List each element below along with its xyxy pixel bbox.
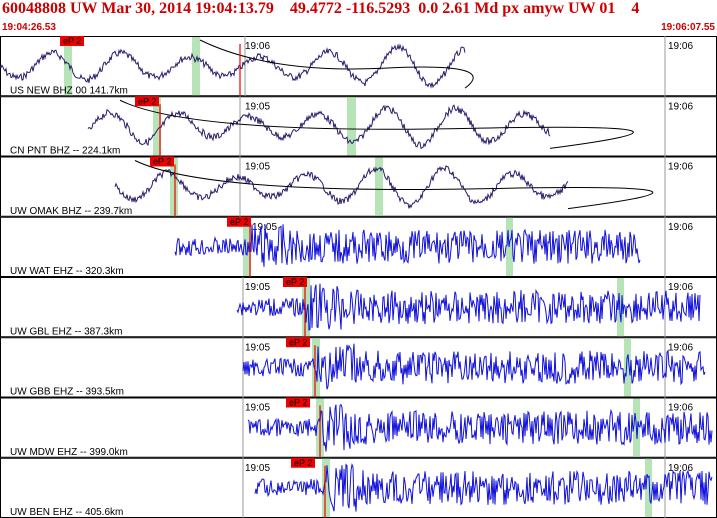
pick-tag	[227, 216, 251, 227]
waveform	[87, 104, 551, 149]
window-end-time: 19:06:07.55	[661, 22, 715, 33]
waveform	[236, 283, 701, 331]
station-label: UW GBB EHZ -- 393.5km	[10, 387, 124, 398]
pick-label: eP 2	[289, 337, 307, 347]
analysis-window	[375, 157, 383, 216]
trace-frame	[0, 36, 717, 97]
minute-label: 19:06	[245, 41, 270, 52]
trace-row: 19:05 19:06 eP 2 UW GBB EHZ -- 393.5km	[0, 337, 717, 398]
trace-row: 19:06 19:06 eP 2 US NEW BHZ 00 141.7km	[0, 36, 717, 97]
analysis-window	[192, 37, 200, 96]
analysis-window	[624, 338, 631, 397]
pick-tag	[286, 337, 310, 348]
analysis-window	[617, 278, 624, 337]
header: 60048808 UW Mar 30, 2014 19:04:13.79 49.…	[0, 0, 717, 36]
minute-label: 19:06	[668, 403, 693, 414]
station-label: UW MDW EHZ -- 399.0km	[10, 447, 128, 458]
pick-label: eP 2	[138, 96, 156, 106]
minute-label: 19:06	[668, 222, 693, 233]
station-label: US NEW BHZ 00 141.7km	[10, 85, 128, 96]
window-start-time: 19:04:26.53	[2, 22, 56, 33]
analysis-window	[64, 37, 72, 96]
waveform	[0, 43, 466, 89]
station-label: UW OMAK BHZ -- 239.7km	[10, 206, 132, 217]
pick-label: eP 2	[286, 277, 304, 287]
pick-tag	[150, 156, 174, 167]
pick-tag	[286, 397, 310, 408]
trace-row: 19:05 19:06 eP 2 UW GBL EHZ -- 387.3km	[0, 277, 717, 338]
station-label: CN PNT BHZ -- 224.1km	[10, 146, 120, 157]
pick-tag	[291, 457, 315, 468]
analysis-window	[312, 338, 320, 397]
trace-frame	[0, 337, 717, 398]
pick-tag	[135, 96, 159, 107]
analysis-window	[243, 217, 251, 276]
waveform	[247, 403, 713, 452]
analysis-window	[322, 458, 330, 517]
waveform	[254, 462, 713, 512]
trace-row: 19:05 19:06 eP 2 UW BEN EHZ -- 405.6km	[0, 457, 717, 518]
minute-label: 19:05	[245, 101, 270, 112]
model-curve	[119, 99, 634, 149]
model-curve	[199, 39, 474, 89]
minute-label: 19:06	[668, 463, 693, 474]
pick-label: eP 2	[289, 398, 307, 408]
minute-label: 19:06	[668, 41, 693, 52]
pick-label: eP 2	[230, 217, 248, 227]
pick-tag	[60, 36, 84, 46]
station-label: UW BEN EHZ -- 405.6km	[10, 507, 123, 518]
station-label: UW WAT EHZ -- 320.3km	[10, 266, 124, 277]
analysis-window	[170, 157, 178, 216]
trace-row: 19:05 19:06 eP 2 CN PNT BHZ -- 224.1km	[0, 96, 717, 157]
analysis-window	[302, 278, 310, 337]
minute-label: 19:05	[245, 403, 270, 414]
pick-label: eP 2	[294, 458, 312, 468]
pick-label: eP 2	[63, 36, 81, 46]
minute-label: 19:06	[668, 342, 693, 353]
model-curve	[134, 160, 654, 210]
waveform	[114, 165, 569, 209]
minute-label: 19:05	[245, 342, 270, 353]
trace-row: 19:05 19:06 eP 2 UW OMAK BHZ -- 239.7km	[0, 156, 717, 217]
minute-label: 19:05	[245, 162, 270, 173]
pick-tag	[283, 277, 307, 287]
minute-label: 19:05	[245, 282, 270, 293]
analysis-window	[645, 458, 652, 517]
waveform	[174, 224, 641, 267]
minute-label: 19:06	[668, 101, 693, 112]
minute-label: 19:06	[668, 162, 693, 173]
analysis-window	[153, 97, 161, 156]
minute-label: 19:06	[668, 282, 693, 293]
minute-label: 19:05	[245, 463, 270, 474]
waveform	[242, 343, 706, 390]
event-title: 60048808 UW Mar 30, 2014 19:04:13.79 49.…	[2, 0, 640, 17]
station-label: UW GBL EHZ -- 387.3km	[10, 326, 122, 337]
trace-row: 19:05 19:06 eP 2 UW MDW EHZ -- 399.0km	[0, 397, 717, 458]
analysis-window	[347, 97, 356, 156]
pick-label: eP 2	[153, 157, 171, 167]
